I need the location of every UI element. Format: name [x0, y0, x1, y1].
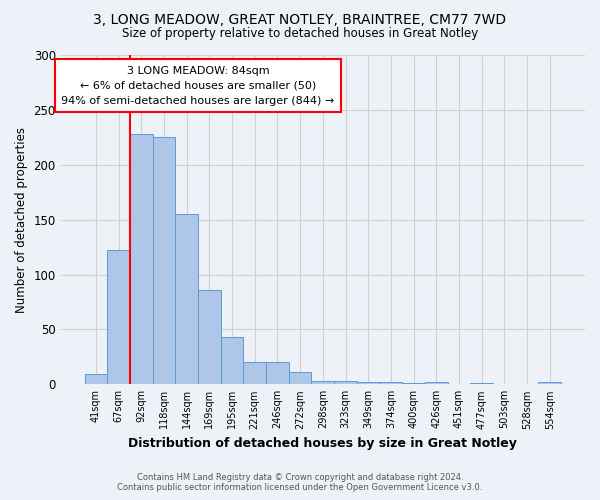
Text: 3, LONG MEADOW, GREAT NOTLEY, BRAINTREE, CM77 7WD: 3, LONG MEADOW, GREAT NOTLEY, BRAINTREE,…	[94, 12, 506, 26]
Bar	[152, 138, 175, 384]
X-axis label: Distribution of detached houses by size in Great Notley: Distribution of detached houses by size …	[128, 437, 517, 450]
Bar	[334, 381, 357, 384]
Bar	[380, 382, 402, 384]
Text: 3 LONG MEADOW: 84sqm
← 6% of detached houses are smaller (50)
94% of semi-detach: 3 LONG MEADOW: 84sqm ← 6% of detached ho…	[61, 66, 335, 106]
Text: Contains HM Land Registry data © Crown copyright and database right 2024.
Contai: Contains HM Land Registry data © Crown c…	[118, 473, 482, 492]
Bar	[538, 382, 561, 384]
Bar	[130, 134, 152, 384]
Y-axis label: Number of detached properties: Number of detached properties	[15, 126, 28, 312]
Bar	[221, 337, 244, 384]
Bar	[85, 374, 107, 384]
Bar	[425, 382, 448, 384]
Bar	[402, 383, 425, 384]
Text: Size of property relative to detached houses in Great Notley: Size of property relative to detached ho…	[122, 28, 478, 40]
Bar	[175, 214, 198, 384]
Bar	[107, 250, 130, 384]
Bar	[470, 383, 493, 384]
Bar	[311, 381, 334, 384]
Bar	[198, 290, 221, 384]
Bar	[244, 362, 266, 384]
Bar	[266, 362, 289, 384]
Bar	[289, 372, 311, 384]
Bar	[357, 382, 380, 384]
